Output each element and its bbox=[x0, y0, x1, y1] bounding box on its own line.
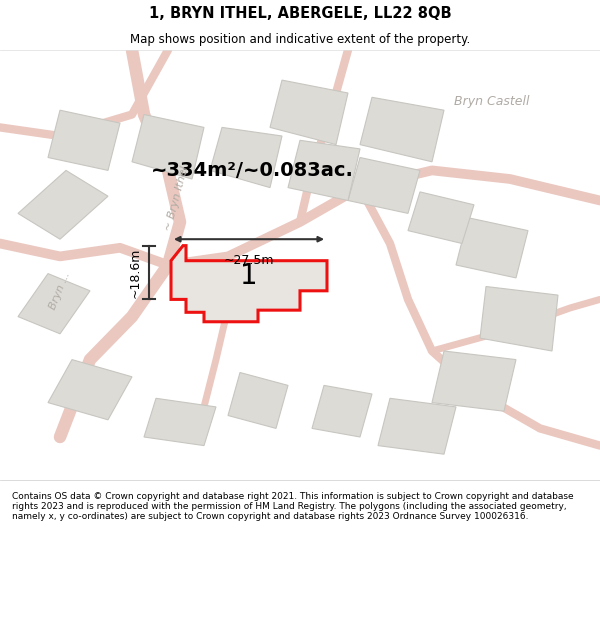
Polygon shape bbox=[228, 372, 288, 428]
Polygon shape bbox=[360, 98, 444, 162]
Text: ~334m²/~0.083ac.: ~334m²/~0.083ac. bbox=[151, 161, 353, 180]
Polygon shape bbox=[48, 110, 120, 171]
Polygon shape bbox=[210, 127, 282, 188]
Text: Contains OS data © Crown copyright and database right 2021. This information is : Contains OS data © Crown copyright and d… bbox=[12, 492, 574, 521]
Polygon shape bbox=[288, 140, 360, 201]
Polygon shape bbox=[270, 80, 348, 144]
Polygon shape bbox=[18, 274, 90, 334]
Polygon shape bbox=[408, 192, 474, 244]
Text: 1, BRYN ITHEL, ABERGELE, LL22 8QB: 1, BRYN ITHEL, ABERGELE, LL22 8QB bbox=[149, 6, 451, 21]
Polygon shape bbox=[480, 286, 558, 351]
Text: ~ Bryn Ithel: ~ Bryn Ithel bbox=[164, 165, 190, 232]
Polygon shape bbox=[378, 398, 456, 454]
Text: Map shows position and indicative extent of the property.: Map shows position and indicative extent… bbox=[130, 32, 470, 46]
Polygon shape bbox=[144, 398, 216, 446]
Polygon shape bbox=[48, 359, 132, 420]
Text: ~18.6m: ~18.6m bbox=[129, 248, 142, 298]
Polygon shape bbox=[348, 158, 420, 213]
Polygon shape bbox=[312, 386, 372, 437]
Polygon shape bbox=[171, 246, 327, 322]
Polygon shape bbox=[132, 114, 204, 179]
Polygon shape bbox=[432, 351, 516, 411]
Text: Bryn ...: Bryn ... bbox=[48, 271, 72, 311]
Text: 1: 1 bbox=[240, 262, 258, 290]
Polygon shape bbox=[456, 217, 528, 278]
Text: ~27.5m: ~27.5m bbox=[224, 254, 274, 268]
Polygon shape bbox=[18, 171, 108, 239]
Text: Bryn Castell: Bryn Castell bbox=[454, 95, 530, 108]
